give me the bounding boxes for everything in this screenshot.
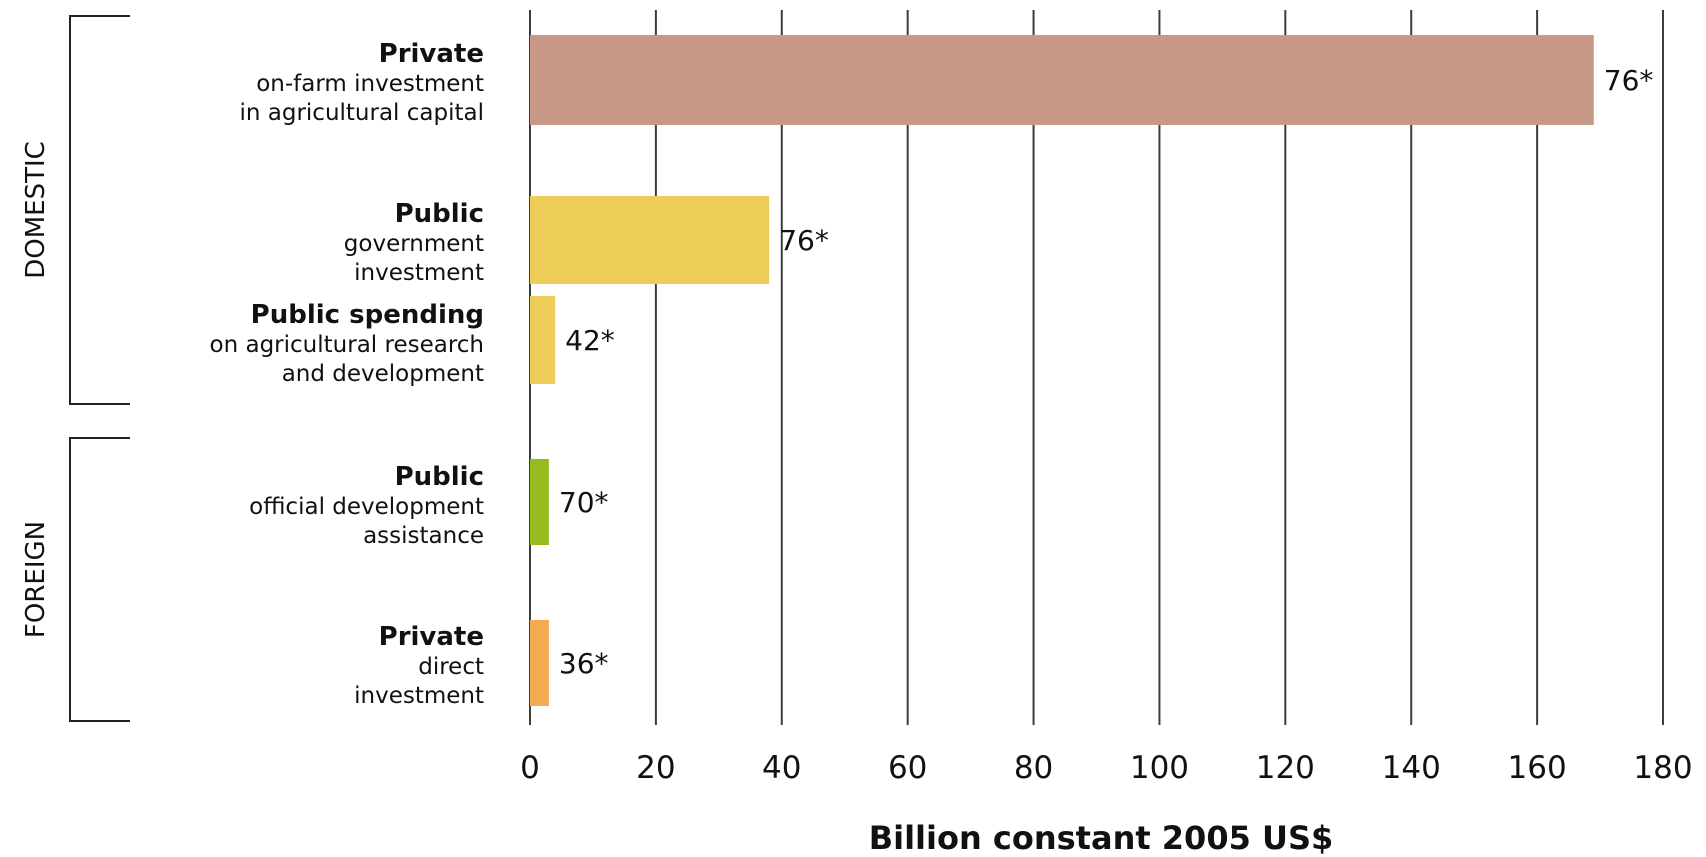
category-subtitle: government [344,231,484,257]
x-tick-label: 120 [1256,750,1315,786]
category-subtitle: on agricultural research [210,332,484,358]
category-title: Private [379,622,484,652]
x-tick-label: 140 [1382,750,1441,786]
category-subtitle: and development [282,361,484,387]
bar-value-label: 70* [559,486,609,519]
bar-value-label: 76* [1604,64,1654,97]
group-bracket [69,15,130,405]
group-bracket [69,437,130,722]
category-title: Public [395,199,484,229]
group-label: DOMESTIC [21,141,51,279]
category-subtitle: assistance [363,523,484,549]
x-tick-label: 40 [762,750,801,786]
category-title: Private [379,39,484,69]
category-subtitle: investment [354,683,484,709]
bars: 76* 76* 42* 70* 36* [530,35,1653,706]
x-tick-label: 180 [1633,750,1692,786]
x-tick-label: 100 [1130,750,1189,786]
gridlines [529,10,1664,725]
bar [530,196,770,284]
bar-value-label: 36* [559,647,609,680]
x-axis-title: Billion constant 2005 US$ [869,819,1334,857]
category-subtitle: direct [418,654,484,680]
category-subtitle: on-farm investment [256,71,484,97]
bar [530,296,556,384]
category-subtitle: in agricultural capital [239,100,484,126]
category-title: Public [395,462,484,492]
x-axis-ticks: 0 20 40 60 80 100 120 140 160 180 [520,750,1692,786]
category-title: Public spending [251,300,484,330]
bar [530,459,549,545]
group-label: FOREIGN [21,521,51,638]
bar-value-label: 76* [779,224,829,257]
x-tick-label: 20 [636,750,675,786]
bar-value-label: 42* [565,324,615,357]
category-subtitle: investment [354,260,484,286]
bar [530,35,1594,125]
category-subtitle: official development [249,494,484,520]
bar [530,620,549,706]
x-tick-label: 160 [1508,750,1567,786]
x-tick-label: 0 [520,750,540,786]
group-brackets: DOMESTIC FOREIGN [21,15,130,722]
x-tick-label: 80 [1014,750,1053,786]
x-tick-label: 60 [888,750,927,786]
